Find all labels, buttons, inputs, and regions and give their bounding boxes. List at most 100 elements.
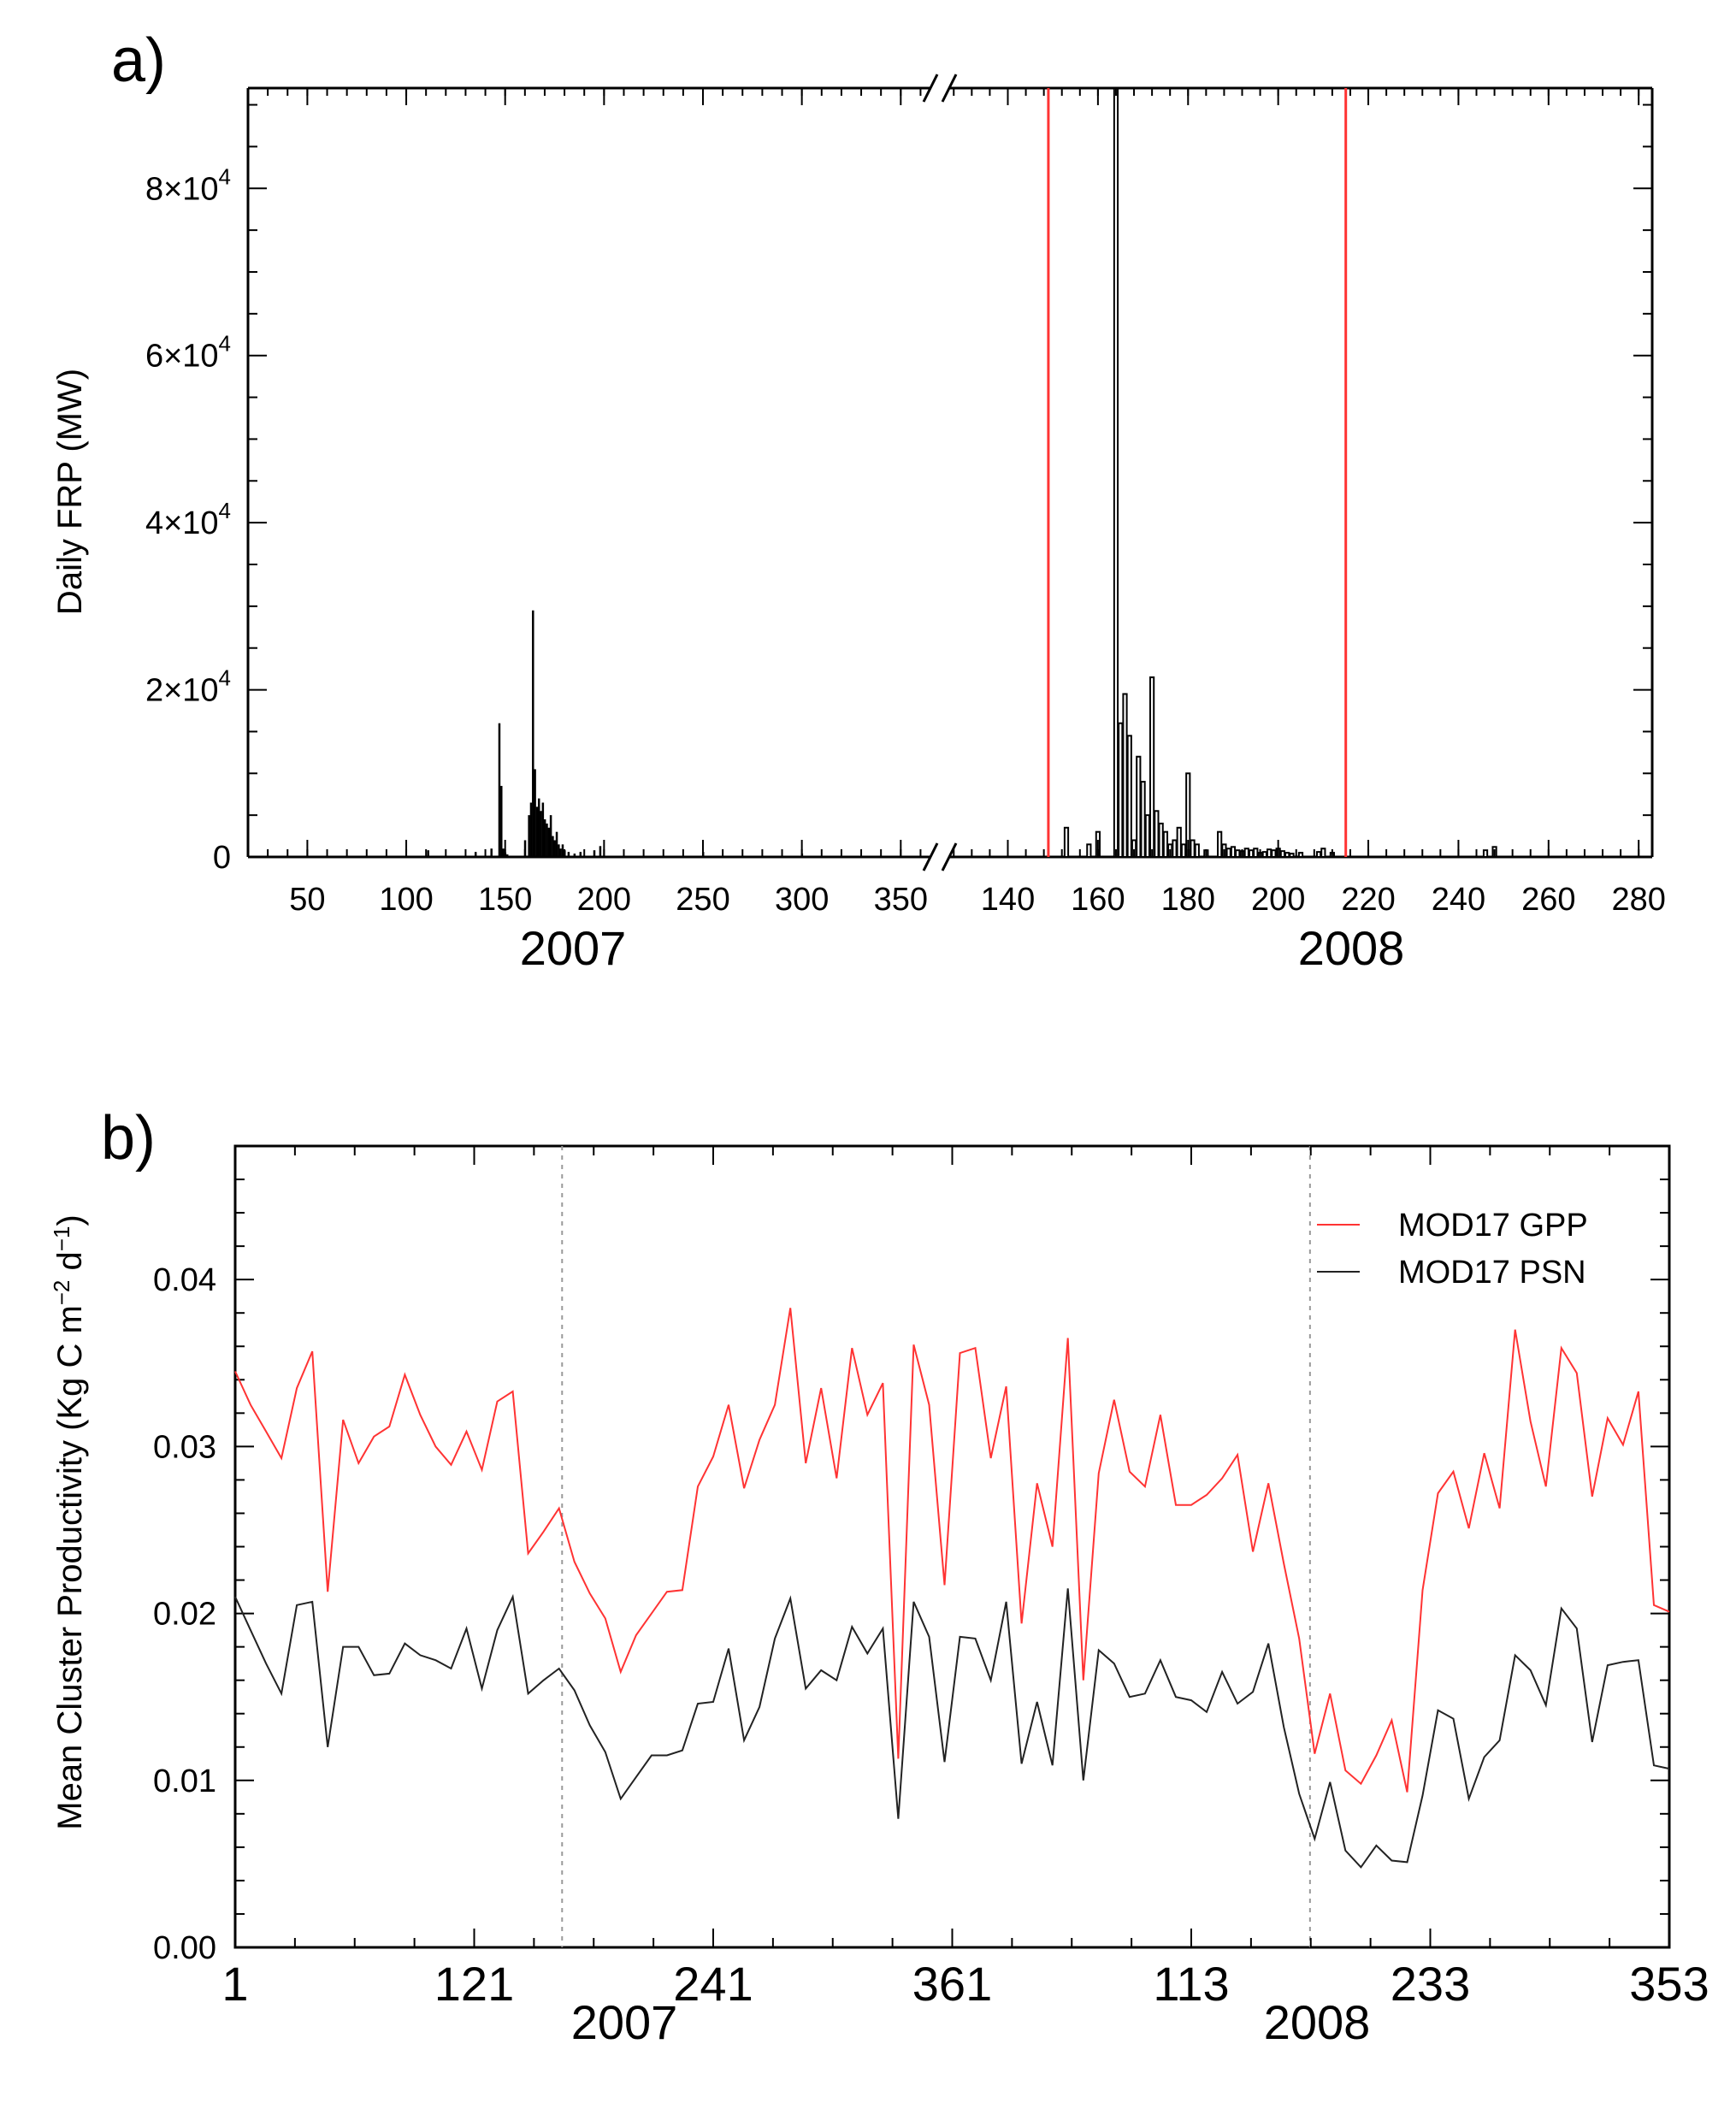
productivity-x-tick-label: 353 (1629, 1957, 1709, 2011)
frp-bar-2008 (1140, 781, 1146, 858)
frp-x-tick-label: 350 (874, 882, 928, 918)
frp-bar-2008 (1190, 839, 1196, 859)
productivity-x-tick-label: 233 (1391, 1957, 1470, 2011)
frp-bar-2008 (1482, 849, 1489, 859)
axis-break-mark (922, 74, 939, 103)
frp-bar-2008 (1180, 843, 1187, 859)
frp-x-tick-label: 240 (1432, 882, 1485, 918)
productivity-x-ticks: 1 121 241 361 113 233 353 (221, 1146, 1709, 2011)
frp-bar-2007 (529, 802, 533, 857)
productivity-y-tick-label: 0.04 (153, 1262, 216, 1298)
productivity-x-tick-label: 361 (912, 1957, 992, 2011)
frp-x-tick-label: 250 (676, 882, 729, 918)
frp-bar-2008 (1315, 851, 1322, 859)
psn-series-line (234, 1588, 1670, 1869)
frp-bar-2007 (490, 848, 493, 857)
frp-bar-2008 (1162, 830, 1169, 858)
frp-bar-2008 (1086, 843, 1092, 859)
frp-bar-2008 (1149, 676, 1155, 858)
frp-bar-2008 (1271, 849, 1277, 859)
frp-bar-2008 (1230, 846, 1237, 859)
frp-y-tick-exponent: 4 (219, 331, 231, 357)
productivity-x-tick-label: 113 (1153, 1957, 1229, 2011)
frp-year-2008: 2008 (1298, 921, 1405, 975)
frp-bar-2008 (1261, 851, 1267, 859)
frp-plot-frame (246, 74, 1654, 871)
frp-bar-2007 (573, 854, 576, 857)
frp-x-tick-label: 220 (1341, 882, 1395, 918)
frp-y-tick-label: 0 (213, 840, 231, 876)
frp-x-tick-label: 140 (981, 882, 1035, 918)
frp-bar-2007 (558, 844, 560, 857)
frp-bar-2007 (547, 827, 551, 857)
productivity-year-separators (561, 1146, 1311, 1947)
axis-break-mark (922, 842, 939, 871)
gpp-series-line (234, 1308, 1670, 1793)
frp-bar-2007 (427, 850, 429, 857)
frp-bar-2008 (1267, 848, 1272, 859)
productivity-year-2007: 2007 (571, 1995, 678, 2049)
frp-bar-2007 (593, 850, 596, 857)
frp-bar-2007 (567, 852, 570, 857)
frp-bar-2007 (541, 802, 545, 857)
frp-bar-2008 (1279, 850, 1286, 859)
frp-bar-2008 (1126, 735, 1132, 858)
frp-year-2007: 2007 (520, 921, 627, 975)
frp-bar-2008 (1297, 852, 1304, 859)
frp-bar-2007 (500, 785, 503, 857)
frp-bar-2007 (523, 840, 527, 857)
frp-bar-2007 (543, 819, 546, 857)
axis-break-mark (941, 842, 958, 871)
frp-bar-2008 (1217, 830, 1223, 858)
frp-bar-2008 (1253, 848, 1259, 859)
frp-y-tick-exponent: 4 (219, 665, 231, 691)
frp-x-tick-label: 180 (1161, 882, 1215, 918)
frp-bar-2008 (1158, 822, 1164, 858)
productivity-legend: MOD17 GPP MOD17 PSN (1317, 1208, 1588, 1291)
frp-red-lines (1047, 88, 1348, 857)
frp-bar-2008 (1225, 848, 1231, 859)
frp-y-tick-label: 2×104 (145, 665, 231, 709)
productivity-y-tick-label: 0.03 (153, 1429, 216, 1465)
productivity-y-tick-label: 0.00 (153, 1930, 216, 1966)
legend-label-gpp: MOD17 GPP (1398, 1208, 1588, 1244)
frp-x-tick-label: 150 (478, 882, 532, 918)
frp-bar-chart: a) 0 2×104 4×104 6×104 8×104 50 100 150 200 250 3… (51, 27, 1666, 975)
frp-bar-2007 (537, 798, 540, 857)
frp-bar-2007 (535, 806, 539, 857)
productivity-y-ticks: 0.00 0.01 0.02 0.03 0.04 (153, 1179, 1669, 1966)
frp-bar-2007 (540, 811, 542, 857)
frp-bar-2007 (579, 852, 582, 857)
frp-bar-2008 (1243, 848, 1249, 859)
frp-bar-2008 (1284, 852, 1290, 859)
panel-a-label: a) (111, 27, 166, 95)
frp-bar-2008 (1144, 814, 1150, 858)
frp-bar-2007 (555, 831, 558, 857)
frp-x-ticks: 50 100 150 200 250 300 350 140 160 180 200 220 240 26… (247, 88, 1666, 918)
frp-bar-2007 (599, 846, 602, 857)
frp-bar-2008 (1113, 87, 1119, 858)
productivity-y-tick-label: 0.02 (153, 1597, 216, 1633)
frp-x-tick-label: 160 (1071, 882, 1125, 918)
frp-bar-2008 (1136, 755, 1142, 859)
frp-y-tick-exponent: 4 (219, 163, 231, 189)
frp-bar-2008 (1320, 848, 1326, 859)
productivity-line-chart: b) 0.00 0.01 0.02 0.03 0.04 1 121 241 361 113 233… (49, 1104, 1709, 2049)
frp-bar-2007 (502, 848, 505, 857)
frp-x-tick-label: 50 (289, 882, 325, 918)
productivity-series (234, 1308, 1670, 1869)
frp-x-tick-label: 100 (379, 882, 433, 918)
frp-bar-2007 (532, 610, 534, 857)
productivity-x-tick-label: 121 (434, 1957, 514, 2011)
frp-bar-2008 (1248, 849, 1255, 859)
frp-bar-2008 (1235, 849, 1241, 859)
frp-bar-2007 (561, 844, 564, 857)
frp-bar-2008 (1122, 693, 1128, 859)
frp-bar-2007 (549, 815, 552, 857)
frp-bar-2007 (528, 815, 530, 857)
productivity-x-tick-label: 1 (221, 1957, 248, 2011)
frp-bar-2008 (1176, 826, 1182, 858)
frp-y-tick-label: 4×104 (145, 498, 231, 541)
frp-bar-2007 (546, 823, 548, 857)
frp-y-axis-title: Daily FRP (MW) (51, 369, 89, 615)
